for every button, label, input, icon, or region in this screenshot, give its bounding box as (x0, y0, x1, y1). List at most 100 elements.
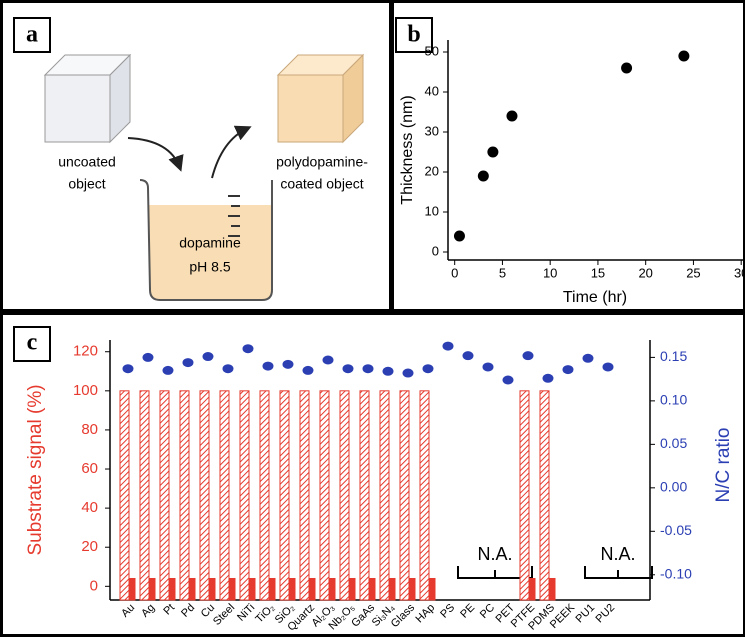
data-point (402, 368, 414, 378)
bar (228, 577, 236, 601)
bar (519, 390, 530, 601)
bar (408, 577, 416, 601)
bar (279, 390, 290, 601)
data-point (182, 358, 194, 368)
bar (539, 390, 550, 601)
bracket (457, 566, 533, 579)
panel-label: c (27, 330, 38, 356)
bar (359, 390, 370, 601)
arrow (211, 125, 252, 179)
data-point (382, 366, 394, 376)
bar (148, 577, 156, 601)
panel-a: a uncoated object polydopamine- coated o… (13, 17, 368, 301)
caption: dopamine (179, 235, 241, 251)
data-point (482, 362, 494, 372)
panel-label: b (407, 22, 420, 48)
data-point (262, 361, 274, 371)
bar (219, 390, 230, 601)
y-tick-label: 50 (425, 43, 439, 58)
data-point (522, 351, 534, 361)
bar (179, 390, 190, 601)
data-point (562, 365, 574, 375)
y-tick-label: 30 (425, 123, 439, 138)
data-point (222, 364, 234, 374)
bar (419, 390, 430, 601)
data-point (621, 62, 633, 74)
y-tick-label: 100 (73, 382, 98, 399)
panel-c: c Substrate signal (%) N/C ratio N.A. N.… (13, 326, 734, 634)
bar (348, 577, 356, 601)
y2-axis-title: N/C ratio (713, 428, 734, 503)
panel-label-box (13, 326, 51, 362)
y-tick-label: 0 (90, 577, 98, 594)
bar (248, 577, 256, 601)
data-point (322, 355, 334, 365)
bar (308, 577, 316, 601)
data-point (242, 344, 254, 354)
data-point (542, 373, 554, 383)
uncoated-cube (43, 53, 132, 144)
annotation: N.A. (600, 544, 635, 564)
data-point (282, 359, 294, 369)
data-point (362, 364, 374, 374)
bar (339, 390, 350, 601)
y-tick-label: 120 (73, 343, 98, 360)
bar (319, 390, 330, 601)
data-point (582, 353, 594, 363)
bar (299, 390, 310, 601)
bar (328, 577, 336, 601)
data-point (502, 375, 514, 385)
x-tick-label: 30 (734, 265, 745, 280)
x-tick-label: 25 (686, 265, 700, 280)
data-point (602, 362, 614, 372)
bar (379, 390, 390, 601)
y2-tick-label: 0.15 (660, 348, 687, 364)
y-tick-label: 20 (425, 163, 439, 178)
annotation: N.A. (477, 544, 512, 564)
data-point (487, 146, 499, 158)
x-tick-label: 5 (499, 265, 506, 280)
bar (139, 390, 150, 601)
bar (159, 390, 170, 601)
y-tick-label: 40 (425, 83, 439, 98)
y-tick-label: 0 (432, 243, 439, 258)
y2-tick-label: 0.10 (660, 392, 687, 408)
y-axis-title: Thickness (nm) (399, 95, 416, 204)
data-point (422, 364, 434, 374)
data-point (678, 50, 690, 62)
data-point (506, 110, 518, 122)
bar (259, 390, 270, 601)
bar (368, 577, 376, 601)
bar (528, 577, 536, 601)
panel-frame (0, 0, 392, 312)
data-point (442, 341, 454, 351)
data-point (477, 170, 489, 182)
caption: object (68, 176, 105, 192)
y2-tick-label: 0.00 (660, 479, 687, 495)
bar (119, 390, 130, 601)
bar (168, 577, 176, 601)
bar (288, 577, 296, 601)
data-point (202, 352, 214, 362)
bar (428, 577, 436, 601)
y-tick-label: 60 (81, 460, 98, 477)
y-tick-label: 20 (81, 538, 98, 555)
bar (388, 577, 396, 601)
panel-label-box (395, 17, 433, 53)
y-tick-label: 80 (81, 421, 98, 438)
data-point (342, 364, 354, 374)
panel-label: a (26, 22, 38, 48)
x-tick-label: 15 (591, 265, 605, 280)
coated-cube (276, 53, 365, 144)
y2-tick-label: -0.05 (660, 522, 692, 538)
arrow (127, 137, 184, 172)
panel-b: b Time (hr) Thickness (nm) 0 5 10 15 20 25 30 0… (395, 17, 745, 306)
bar (548, 577, 556, 601)
bar (199, 390, 210, 601)
data-point (122, 364, 134, 374)
bar (399, 390, 410, 601)
data-point (302, 365, 314, 375)
x-tick-label: 10 (543, 265, 557, 280)
y2-tick-label: -0.10 (660, 565, 692, 581)
